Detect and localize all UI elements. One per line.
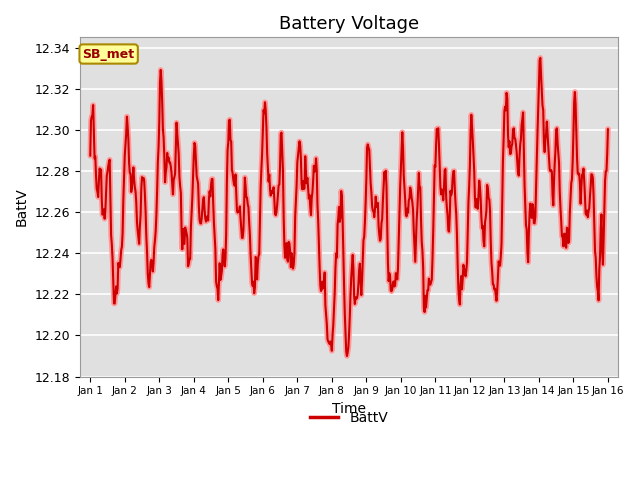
Y-axis label: BattV: BattV [15, 188, 29, 227]
Text: SB_met: SB_met [83, 48, 134, 60]
X-axis label: Time: Time [332, 402, 366, 416]
Legend: BattV: BattV [305, 406, 394, 431]
Title: Battery Voltage: Battery Voltage [279, 15, 419, 33]
